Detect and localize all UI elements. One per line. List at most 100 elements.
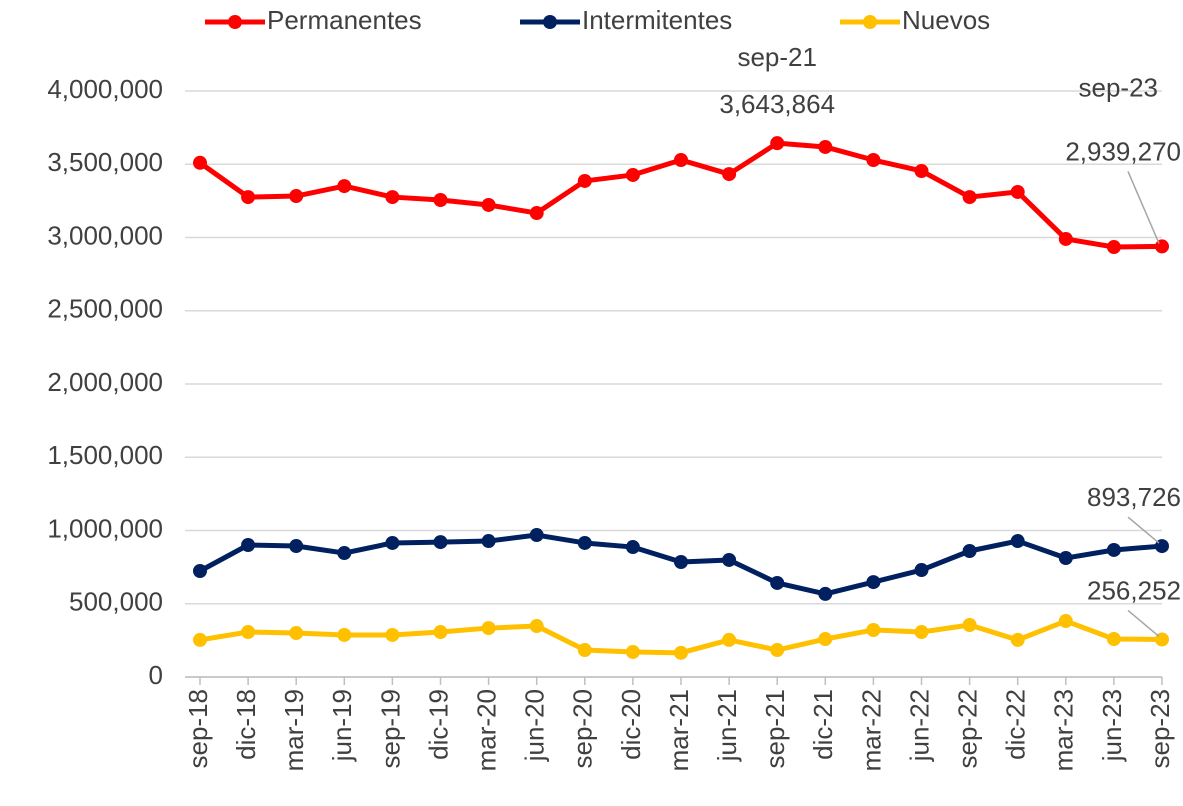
x-tick-label: mar-23: [1049, 689, 1079, 771]
marker: [818, 586, 833, 601]
marker: [722, 167, 737, 182]
marker: [722, 552, 737, 567]
data-label: 256,252: [1087, 575, 1181, 605]
marker: [818, 139, 833, 154]
data-label: 893,726: [1087, 482, 1181, 512]
y-tick-label: 3,000,000: [47, 220, 163, 250]
y-tick-label: 2,500,000: [47, 294, 163, 324]
data-label-category: sep-23: [1079, 72, 1159, 102]
marker: [914, 563, 929, 578]
marker: [866, 153, 881, 168]
marker: [577, 643, 592, 658]
y-tick-label: 1,000,000: [47, 513, 163, 543]
y-tick-label: 4,000,000: [47, 74, 163, 104]
x-tick-label: sep-18: [183, 689, 213, 769]
x-tick-label: sep-22: [952, 689, 982, 769]
x-tick-label: dic-20: [616, 689, 646, 760]
marker: [289, 189, 304, 204]
data-label: 2,939,270: [1065, 136, 1181, 166]
x-tick-label: dic-21: [808, 689, 838, 760]
marker: [1155, 239, 1169, 254]
marker: [1106, 632, 1121, 647]
y-tick-label: 0: [149, 660, 163, 690]
marker: [529, 619, 544, 634]
legend-marker: [228, 15, 242, 29]
x-tick-label: dic-18: [231, 689, 261, 760]
marker: [866, 575, 881, 590]
marker: [433, 625, 448, 640]
x-tick-label: mar-20: [471, 689, 501, 771]
leader-line: [1127, 516, 1160, 544]
y-tick-label: 500,000: [69, 587, 163, 617]
x-tick-label: jun-19: [327, 689, 357, 762]
marker: [385, 627, 400, 642]
marker: [914, 625, 929, 640]
marker: [577, 535, 592, 550]
marker: [529, 528, 544, 543]
x-tick-label: jun-21: [712, 689, 742, 762]
marker: [1058, 551, 1073, 566]
marker: [962, 190, 977, 205]
marker: [1106, 542, 1121, 557]
marker: [674, 645, 688, 660]
data-label: 3,643,864: [719, 89, 835, 119]
marker: [481, 197, 496, 212]
marker: [529, 206, 544, 221]
marker: [481, 621, 496, 636]
marker: [770, 136, 785, 151]
marker: [914, 163, 929, 178]
x-tick-label: sep-19: [375, 689, 405, 769]
marker: [241, 625, 256, 640]
marker: [1058, 231, 1073, 246]
marker: [770, 575, 785, 590]
x-tick-label: mar-22: [856, 689, 886, 771]
legend-label: Nuevos: [902, 5, 990, 35]
marker: [1010, 632, 1025, 647]
x-tick-label: dic-19: [423, 689, 453, 760]
marker: [1106, 240, 1121, 255]
leader-line: [1127, 609, 1160, 638]
marker: [1010, 184, 1025, 199]
marker: [337, 627, 352, 642]
leader-line: [1127, 171, 1160, 244]
y-tick-label: 2,000,000: [47, 367, 163, 397]
marker: [625, 167, 640, 182]
marker: [289, 539, 304, 554]
marker: [866, 622, 881, 637]
legend-marker: [863, 15, 877, 29]
marker: [433, 192, 448, 207]
marker: [770, 643, 785, 658]
marker: [337, 179, 352, 194]
marker: [241, 538, 256, 553]
legend-label: Intermitentes: [582, 5, 732, 35]
marker: [962, 544, 977, 559]
marker: [625, 540, 640, 555]
marker: [818, 632, 833, 647]
x-tick-label: sep-20: [568, 689, 598, 769]
y-tick-label: 1,500,000: [47, 440, 163, 470]
marker: [577, 173, 592, 188]
data-label-category: sep-21: [737, 42, 817, 72]
x-tick-label: jun-22: [904, 689, 934, 762]
marker: [241, 190, 256, 205]
marker: [385, 190, 400, 205]
marker: [433, 535, 448, 550]
x-tick-label: jun-23: [1097, 689, 1127, 762]
marker: [1010, 534, 1025, 549]
marker: [1058, 614, 1073, 629]
x-tick-label: sep-23: [1145, 689, 1175, 769]
marker: [722, 632, 737, 647]
marker: [289, 626, 304, 641]
marker: [193, 563, 207, 578]
marker: [193, 155, 207, 170]
marker: [337, 546, 352, 561]
x-tick-label: jun-20: [520, 689, 550, 762]
marker: [385, 535, 400, 550]
marker: [193, 632, 207, 647]
marker: [674, 554, 688, 569]
x-tick-label: mar-19: [279, 689, 309, 771]
marker: [674, 153, 688, 168]
x-tick-label: dic-22: [1001, 689, 1031, 760]
marker: [962, 617, 977, 632]
